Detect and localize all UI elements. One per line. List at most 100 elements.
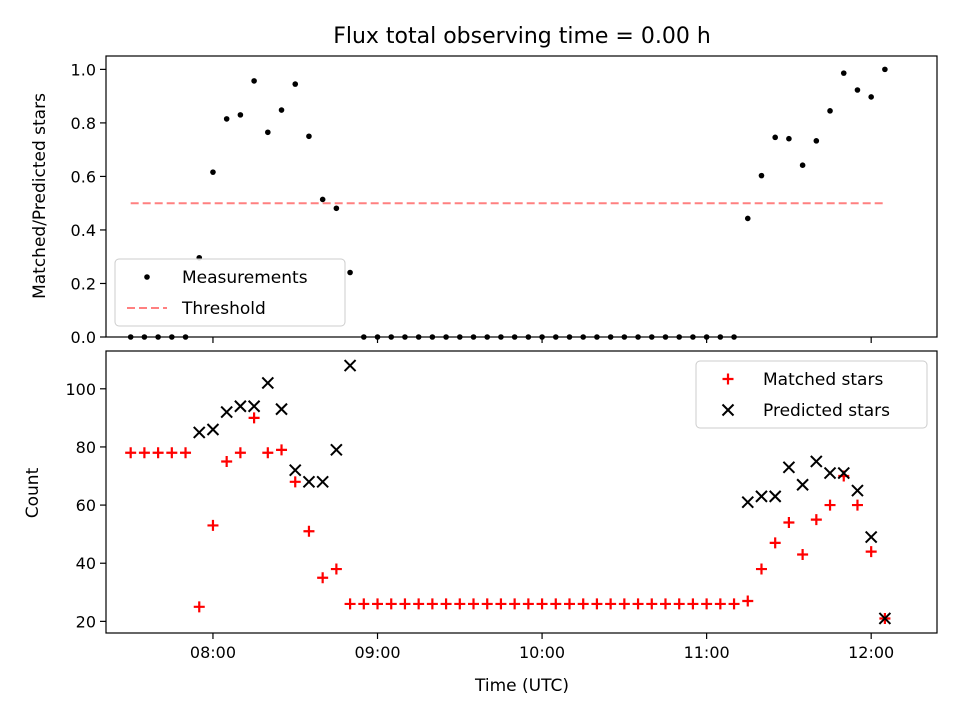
- bottom-matched-star-point: [632, 598, 644, 610]
- top-legend-label: Threshold: [181, 299, 266, 319]
- bottom-matched-star-point: [495, 598, 507, 610]
- top-measurement-point: [210, 169, 216, 175]
- bottom-matched-star-point: [714, 598, 726, 610]
- top-measurement-point: [813, 138, 820, 144]
- legend-marker-measurements: [144, 274, 150, 280]
- bottom-predicted-star-point: [810, 455, 823, 468]
- bottom-matched-star-point: [330, 563, 342, 575]
- x-tick-label: 08:00: [190, 643, 236, 662]
- top-y-tick-label: 0.6: [71, 167, 96, 186]
- bottom-matched-star-point: [193, 601, 205, 613]
- bottom-matched-star-point: [783, 517, 795, 529]
- x-axis-label: Time (UTC): [474, 676, 569, 696]
- bottom-matched-star-point: [207, 519, 219, 531]
- top-y-axis-label: Matched/Predicted stars: [30, 93, 50, 299]
- bottom-axes-frame: [105, 350, 938, 634]
- bottom-y-tick-label: 60: [76, 496, 96, 515]
- bottom-matched-star-point: [317, 572, 329, 584]
- bottom-y-tick-label: 20: [76, 612, 96, 631]
- bottom-matched-star-point: [440, 598, 452, 610]
- top-measurement-point: [799, 162, 806, 168]
- top-measurement-point: [319, 196, 326, 203]
- bottom-matched-star-point: [550, 598, 562, 610]
- top-measurement-point: [882, 66, 888, 73]
- top-measurement-point: [237, 112, 244, 118]
- top-measurement-point: [758, 172, 765, 179]
- x-tick-label: 11:00: [684, 643, 730, 662]
- x-tick-label: 09:00: [354, 643, 400, 662]
- bottom-predicted-star-point: [193, 426, 206, 439]
- top-y-tick-label: 0.8: [71, 114, 96, 133]
- bottom-matched-star-point: [522, 598, 534, 610]
- bottom-matched-star-point: [138, 447, 150, 459]
- bottom-matched-star-point: [180, 447, 192, 459]
- bottom-matched-star-point: [605, 598, 617, 610]
- bottom-matched-star-point: [797, 549, 809, 561]
- top-measurement-point: [278, 107, 285, 113]
- bottom-predicted-star-point: [782, 461, 796, 474]
- top-measurement-point: [786, 135, 792, 142]
- bottom-legend-label: Matched stars: [763, 370, 883, 390]
- top-chart-title: Flux total observing time = 0.00 h: [333, 24, 711, 49]
- top-measurement-point: [744, 215, 751, 222]
- bottom-matched-star-point: [673, 598, 685, 610]
- bottom-matched-star-point: [851, 499, 863, 511]
- bottom-matched-star-point: [618, 598, 630, 610]
- top-measurement-point: [868, 94, 874, 100]
- bottom-matched-star-point: [399, 598, 411, 610]
- bottom-matched-star-point: [687, 598, 699, 610]
- bottom-predicted-star-point: [302, 475, 316, 489]
- bottom-matched-star-point: [303, 525, 315, 537]
- top-legend-label: Measurements: [182, 268, 308, 288]
- bottom-matched-star-point: [248, 412, 260, 424]
- bottom-y-axis-label: Count: [23, 467, 43, 518]
- top-y-tick-label: 0.2: [71, 274, 96, 293]
- bottom-matched-star-point: [413, 598, 425, 610]
- bottom-matched-star-point: [509, 598, 521, 610]
- top-legend-box: [114, 258, 346, 327]
- top-measurement-point: [251, 78, 257, 84]
- bottom-matched-star-point: [701, 598, 713, 610]
- bottom-y-tick-label: 100: [65, 380, 96, 399]
- bottom-matched-star-point: [262, 447, 274, 459]
- top-measurement-point: [265, 129, 271, 136]
- bottom-matched-star-point: [481, 598, 493, 610]
- bottom-predicted-star-point: [741, 495, 754, 509]
- bottom-predicted-star-point: [343, 359, 357, 372]
- bottom-predicted-star-point: [261, 376, 275, 390]
- bottom-predicted-star-point: [234, 400, 247, 413]
- top-measurement-point: [772, 134, 778, 141]
- bottom-matched-star-point: [385, 598, 397, 610]
- bottom-matched-star-point: [221, 455, 233, 467]
- top-measurement-point: [840, 70, 847, 76]
- bottom-matched-star-point: [769, 537, 781, 549]
- bottom-predicted-star-point: [864, 530, 878, 544]
- bottom-predicted-star-point: [837, 466, 850, 480]
- bottom-matched-star-point: [591, 598, 603, 610]
- bottom-matched-star-point: [426, 598, 438, 610]
- bottom-predicted-star-point: [220, 405, 233, 419]
- bottom-predicted-star-point: [275, 402, 288, 416]
- bottom-plot-area: 20 40 60 80 100 08:00 09:00 10:00 11:00 12:00 Matc…: [65, 350, 938, 662]
- bottom-matched-star-point: [344, 598, 356, 610]
- bottom-matched-star-point: [536, 598, 548, 610]
- top-y-tick-label: 0.4: [71, 221, 96, 240]
- x-tick-label: 12:00: [848, 643, 894, 662]
- bottom-matched-star-point: [577, 598, 589, 610]
- bottom-y-tick-label: 80: [76, 438, 96, 457]
- bottom-matched-star-point: [646, 598, 658, 610]
- x-tick-label: 10:00: [519, 643, 565, 662]
- top-measurement-point: [333, 205, 340, 212]
- top-measurement-point: [827, 108, 833, 114]
- bottom-matched-star-point: [728, 598, 740, 610]
- bottom-predicted-star-point: [316, 475, 329, 489]
- bottom-matched-star-point: [372, 598, 384, 610]
- top-measurement-point: [292, 81, 299, 87]
- bottom-predicted-star-point: [755, 490, 768, 503]
- bottom-predicted-star-point: [851, 484, 864, 497]
- top-measurement-point: [306, 133, 312, 140]
- bottom-matched-star-point: [152, 447, 164, 459]
- bottom-legend-label: Predicted stars: [763, 401, 890, 421]
- bottom-predicted-star-point: [247, 400, 261, 413]
